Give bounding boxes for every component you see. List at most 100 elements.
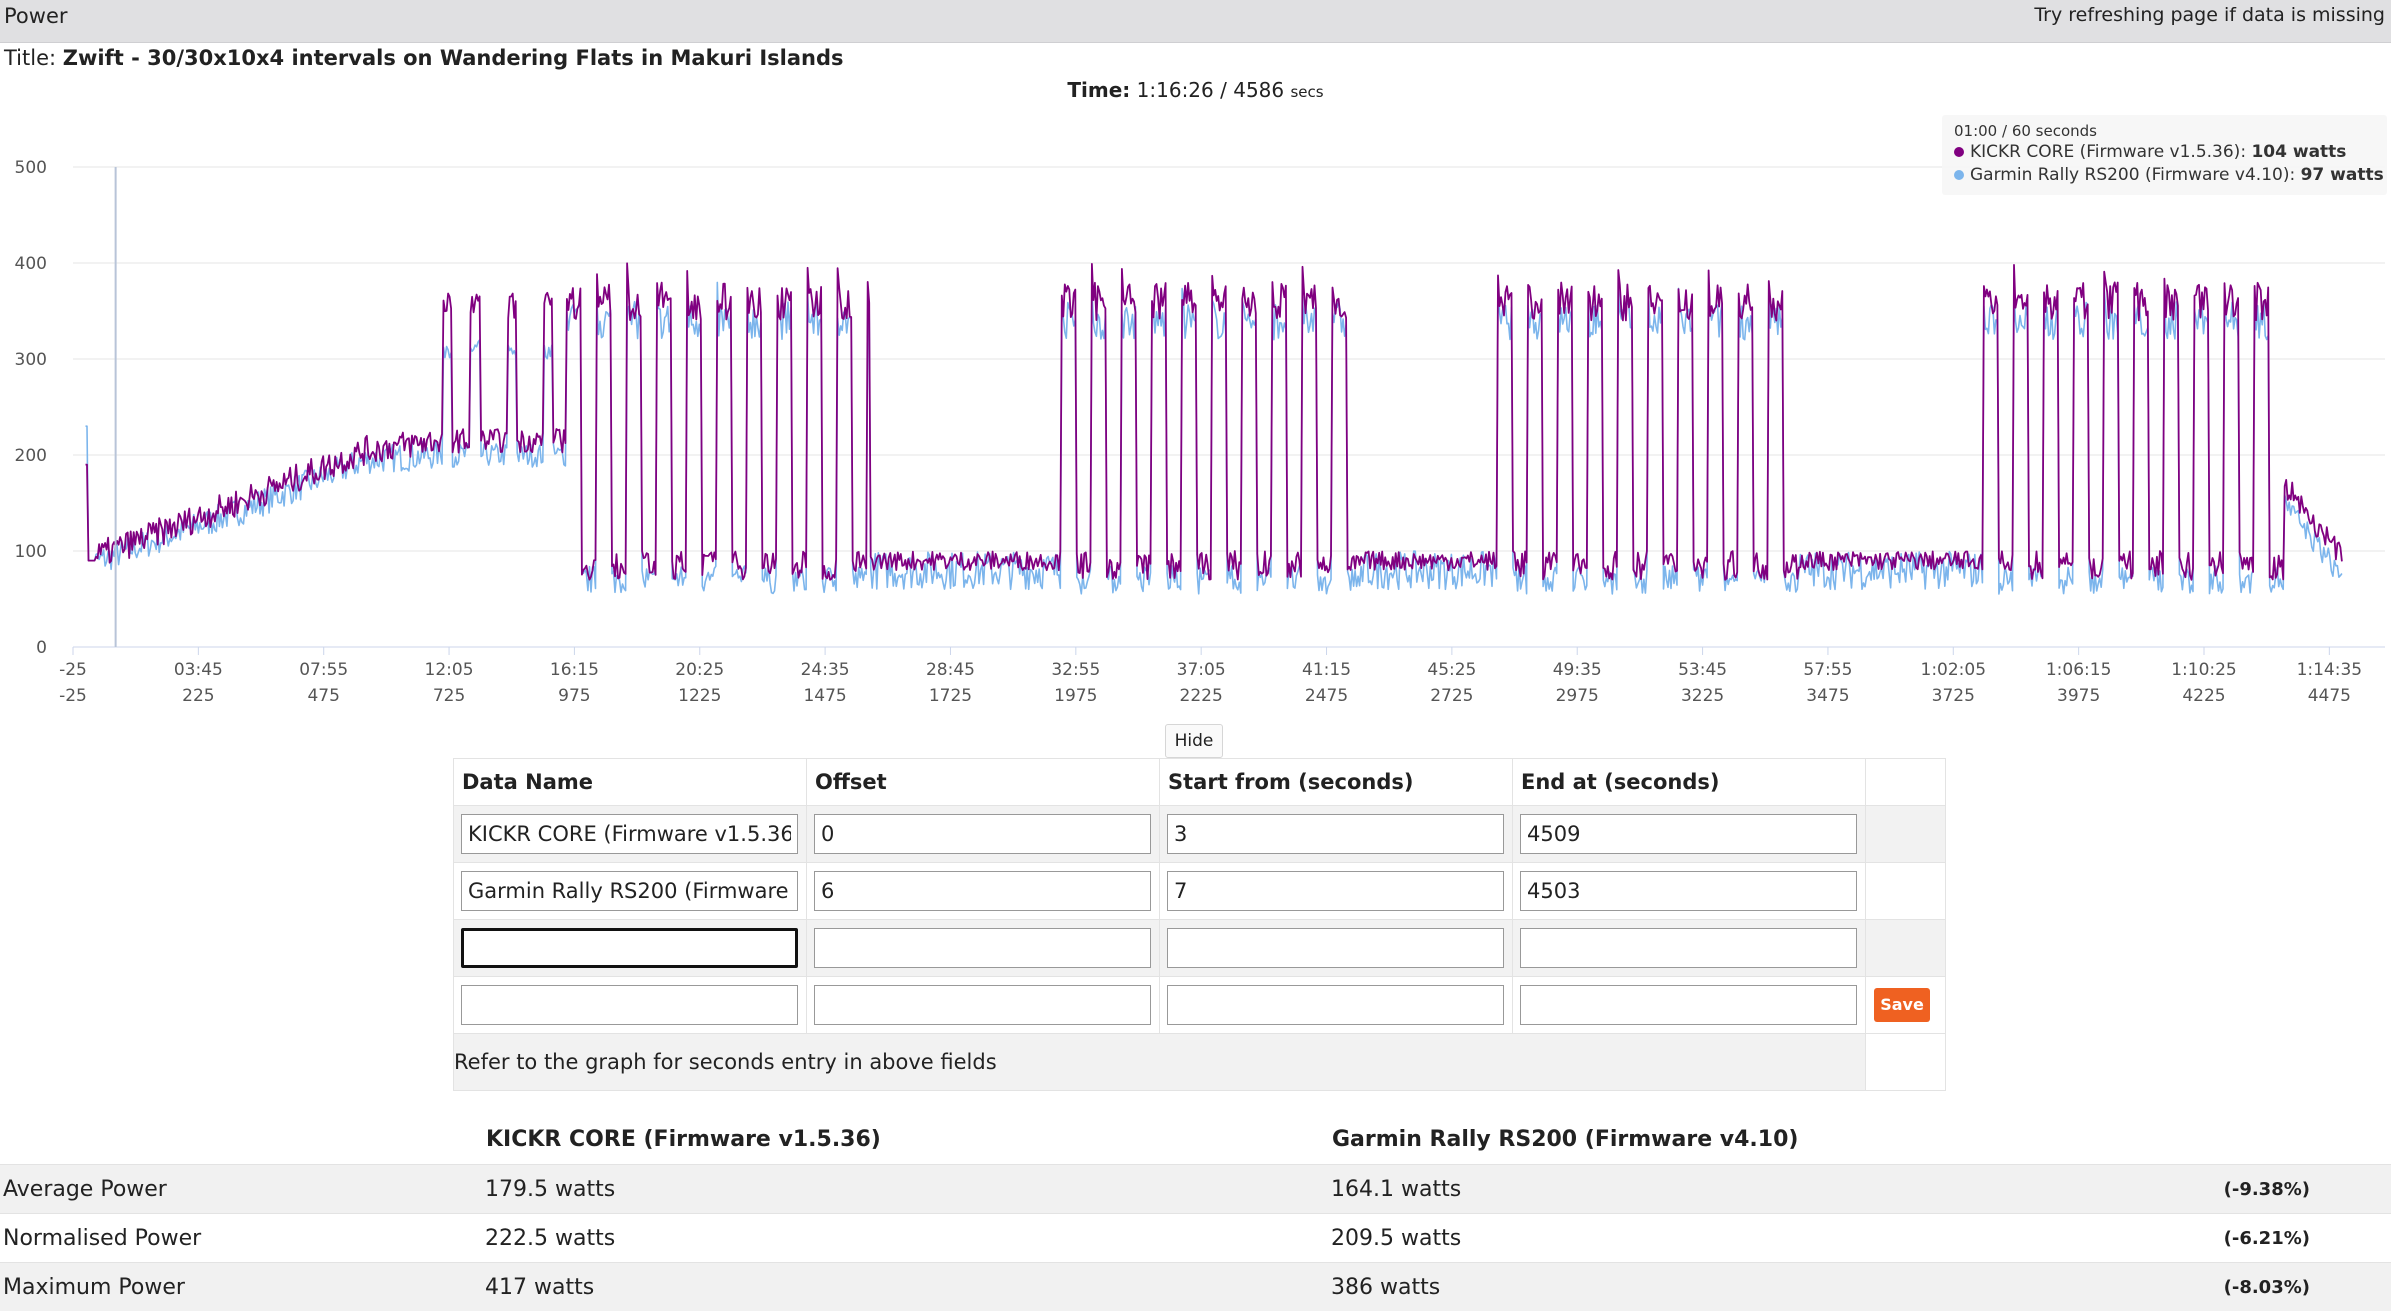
form-note-row: Refer to the graph for seconds entry in … <box>454 1034 1946 1091</box>
y-tick-label: 200 <box>15 446 47 466</box>
header-action <box>1866 759 1946 806</box>
form-row <box>454 920 1946 977</box>
x-tick-label-time: 57:55 <box>1803 660 1852 680</box>
x-tick-label-time: 41:15 <box>1302 660 1351 680</box>
y-tick-label: 300 <box>15 350 47 370</box>
x-tick-label-time: 12:05 <box>425 660 474 680</box>
offset-form: Data Name Offset Start from (seconds) En… <box>453 758 1946 1091</box>
offset-input[interactable] <box>814 871 1151 911</box>
stat-label: Normalised Power <box>0 1214 485 1263</box>
y-tick-label: 100 <box>15 542 47 562</box>
tooltip-time: 01:00 / 60 seconds <box>1954 122 2097 140</box>
chart-tooltip: 01:00 / 60 seconds KICKR CORE (Firmware … <box>1942 115 2387 195</box>
end-input[interactable] <box>1520 871 1857 911</box>
time-unit: secs <box>1290 83 1323 101</box>
x-tick-label-time: 49:35 <box>1553 660 1602 680</box>
stat-garmin: 164.1 watts <box>1331 1165 2173 1214</box>
stats-row: Normalised Power 222.5 watts 209.5 watts… <box>0 1214 2391 1263</box>
stats-col-garmin: Garmin Rally RS200 (Firmware v4.10) <box>1331 1114 2173 1165</box>
data-name-input[interactable] <box>461 814 798 854</box>
x-tick-label-secs: 3225 <box>1681 686 1724 706</box>
x-tick-label-time: 03:45 <box>174 660 223 680</box>
activity-title: Title: Zwift - 30/30x10x4 intervals on W… <box>4 46 844 70</box>
header-end: End at (seconds) <box>1513 759 1866 806</box>
garmin-dot-icon <box>1954 170 1964 180</box>
x-tick-label-time: 24:35 <box>801 660 850 680</box>
x-tick-label-time: 07:55 <box>299 660 348 680</box>
hide-button[interactable]: Hide <box>1165 724 1223 758</box>
action-cell <box>1866 806 1946 863</box>
stats-row: Average Power 179.5 watts 164.1 watts (-… <box>0 1165 2391 1214</box>
tooltip-name-kickr: KICKR CORE (Firmware v1.5.36): <box>1970 142 2246 162</box>
stat-diff: (-9.38%) <box>2173 1165 2391 1214</box>
section-title: Power <box>4 4 68 28</box>
x-tick-label-secs: 2475 <box>1305 686 1348 706</box>
x-tick-label-time: 16:15 <box>550 660 599 680</box>
offset-input[interactable] <box>814 985 1151 1025</box>
stat-kickr: 179.5 watts <box>485 1165 1331 1214</box>
end-input[interactable] <box>1520 928 1857 968</box>
tooltip-value-kickr: 104 watts <box>2251 142 2346 162</box>
start-input[interactable] <box>1167 928 1504 968</box>
series-line-kickr <box>86 263 2342 580</box>
offset-input[interactable] <box>814 814 1151 854</box>
tooltip-row-kickr: KICKR CORE (Firmware v1.5.36): 104 watts <box>1954 142 2346 162</box>
stat-kickr: 222.5 watts <box>485 1214 1331 1263</box>
end-input[interactable] <box>1520 985 1857 1025</box>
stat-label: Average Power <box>0 1165 485 1214</box>
x-tick-label-secs: 2225 <box>1180 686 1223 706</box>
y-tick-label: 500 <box>15 158 47 178</box>
x-tick-label-secs: 975 <box>558 686 590 706</box>
x-tick-label-secs: 475 <box>307 686 339 706</box>
tooltip-name-garmin: Garmin Rally RS200 (Firmware v4.10): <box>1970 165 2295 185</box>
start-input[interactable] <box>1167 814 1504 854</box>
start-input[interactable] <box>1167 871 1504 911</box>
stat-diff: (-6.21%) <box>2173 1214 2391 1263</box>
title-label: Title: <box>4 46 56 70</box>
stat-label: Maximum Power <box>0 1263 485 1311</box>
x-tick-label-time: -25 <box>59 660 87 680</box>
y-tick-label: 0 <box>36 638 47 658</box>
stat-garmin: 386 watts <box>1331 1263 2173 1311</box>
header-offset: Offset <box>807 759 1160 806</box>
action-cell <box>1866 863 1946 920</box>
x-tick-label-secs: 225 <box>182 686 214 706</box>
kickr-dot-icon <box>1954 147 1964 157</box>
data-name-input[interactable] <box>461 985 798 1025</box>
title-value: Zwift - 30/30x10x4 intervals on Wanderin… <box>63 46 844 70</box>
x-tick-label-time: 45:25 <box>1427 660 1476 680</box>
header-data-name: Data Name <box>454 759 807 806</box>
save-button[interactable]: Save <box>1874 988 1930 1022</box>
end-input[interactable] <box>1520 814 1857 854</box>
x-tick-label-secs: 4475 <box>2308 686 2351 706</box>
stat-garmin: 209.5 watts <box>1331 1214 2173 1263</box>
time-secs: 4586 <box>1233 78 1284 102</box>
header-start: Start from (seconds) <box>1160 759 1513 806</box>
time-label: Time: <box>1067 78 1130 102</box>
refresh-hint: Try refreshing page if data is missing <box>2034 4 2385 26</box>
stat-diff: (-8.03%) <box>2173 1263 2391 1311</box>
x-tick-label-secs: 3475 <box>1806 686 1849 706</box>
x-tick-label-time: 1:10:25 <box>2171 660 2237 680</box>
stats-table: KICKR CORE (Firmware v1.5.36) Garmin Ral… <box>0 1114 2391 1311</box>
x-tick-label-secs: 2725 <box>1430 686 1473 706</box>
start-input[interactable] <box>1167 985 1504 1025</box>
x-tick-label-secs: -25 <box>59 686 87 706</box>
offset-input[interactable] <box>814 928 1151 968</box>
time-value: 1:16:26 / <box>1137 78 1227 102</box>
x-tick-label-secs: 1975 <box>1054 686 1097 706</box>
x-tick-label-secs: 4225 <box>2182 686 2225 706</box>
form-note: Refer to the graph for seconds entry in … <box>454 1034 1866 1091</box>
x-tick-label-secs: 1475 <box>803 686 846 706</box>
stats-row: Maximum Power 417 watts 386 watts (-8.03… <box>0 1263 2391 1311</box>
x-tick-label-secs: 725 <box>433 686 465 706</box>
x-tick-label-secs: 3725 <box>1932 686 1975 706</box>
x-tick-label-time: 28:45 <box>926 660 975 680</box>
action-cell <box>1866 920 1946 977</box>
data-name-input[interactable] <box>461 871 798 911</box>
form-row <box>454 806 1946 863</box>
data-name-input-focused[interactable] <box>461 928 798 968</box>
x-tick-label-time: 53:45 <box>1678 660 1727 680</box>
x-tick-label-time: 32:55 <box>1051 660 1100 680</box>
form-row: Save <box>454 977 1946 1034</box>
